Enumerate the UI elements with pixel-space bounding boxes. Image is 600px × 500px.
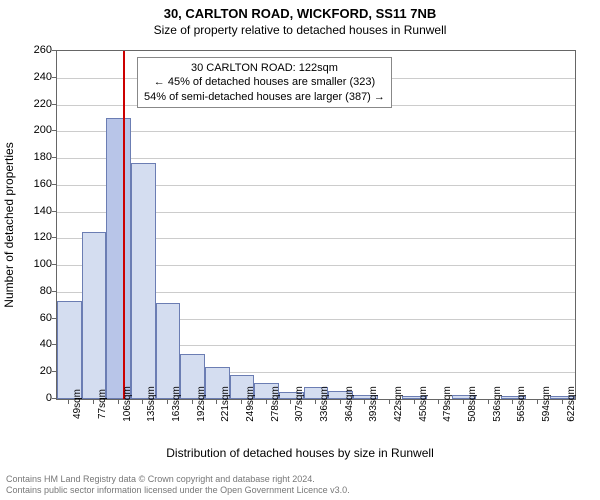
x-tick [340,400,341,404]
y-tick-label: 180 [22,151,52,163]
y-tick [52,50,56,51]
histogram-bar [57,301,82,399]
x-tick-label: 221sqm [220,386,231,422]
x-tick-label: 49sqm [72,389,83,419]
y-tick [52,157,56,158]
y-tick [52,398,56,399]
grid-line [57,131,575,132]
chart-container: 30, CARLTON ROAD, WICKFORD, SS11 7NB Siz… [0,0,600,500]
footer-line2: Contains public sector information licen… [6,485,350,496]
footer-line1: Contains HM Land Registry data © Crown c… [6,474,350,485]
x-tick [68,400,69,404]
y-tick-label: 160 [22,178,52,190]
histogram-bar [131,163,156,399]
y-tick-label: 120 [22,231,52,243]
x-tick-label: 278sqm [270,386,281,422]
grid-line [57,158,575,159]
x-tick-label: 249sqm [245,386,256,422]
chart-title: 30, CARLTON ROAD, WICKFORD, SS11 7NB [0,0,600,21]
x-tick [241,400,242,404]
y-tick [52,291,56,292]
property-marker-line [123,51,125,399]
x-tick [266,400,267,404]
x-tick-label: 135sqm [146,386,157,422]
x-tick [118,400,119,404]
y-tick-label: 0 [22,392,52,404]
histogram-bar [156,303,181,399]
x-tick [562,400,563,404]
x-tick [192,400,193,404]
chart-subtitle: Size of property relative to detached ho… [0,21,600,37]
y-tick [52,237,56,238]
x-tick-label: 77sqm [97,389,108,419]
x-tick [167,400,168,404]
y-tick-label: 20 [22,365,52,377]
x-tick-label: 508sqm [467,386,478,422]
annotation-box: 30 CARLTON ROAD: 122sqm ← 45% of detache… [137,57,392,108]
x-tick-label: 364sqm [344,386,355,422]
y-tick-label: 220 [22,98,52,110]
x-axis-label: Distribution of detached houses by size … [0,446,600,460]
y-tick [52,77,56,78]
x-tick-label: 622sqm [566,386,577,422]
y-tick [52,104,56,105]
y-tick [52,344,56,345]
y-axis-label: Number of detached properties [2,142,16,307]
annotation-line3: 54% of semi-detached houses are larger (… [144,90,385,104]
x-tick [512,400,513,404]
x-tick-label: 565sqm [516,386,527,422]
y-tick-label: 60 [22,312,52,324]
x-tick-label: 192sqm [196,386,207,422]
x-tick-label: 594sqm [541,386,552,422]
y-tick-label: 140 [22,205,52,217]
x-tick-label: 307sqm [294,386,305,422]
y-tick-label: 200 [22,124,52,136]
y-tick [52,211,56,212]
x-tick-label: 163sqm [171,386,182,422]
x-tick [93,400,94,404]
x-tick [414,400,415,404]
y-tick-label: 100 [22,258,52,270]
x-tick [389,400,390,404]
y-tick-label: 240 [22,71,52,83]
y-tick-label: 40 [22,338,52,350]
y-tick [52,371,56,372]
y-tick-label: 260 [22,44,52,56]
x-tick-label: 393sqm [368,386,379,422]
x-tick [216,400,217,404]
annotation-line2: ← 45% of detached houses are smaller (32… [144,75,385,89]
x-tick-label: 106sqm [122,386,133,422]
histogram-bar [82,232,107,399]
y-tick [52,184,56,185]
chart-plot-area: 30 CARLTON ROAD: 122sqm ← 45% of detache… [56,50,576,400]
y-tick [52,130,56,131]
x-tick [315,400,316,404]
x-tick-label: 479sqm [442,386,453,422]
x-tick [463,400,464,404]
footer-attribution: Contains HM Land Registry data © Crown c… [6,474,350,497]
x-tick [364,400,365,404]
x-tick-label: 336sqm [319,386,330,422]
x-tick [537,400,538,404]
x-tick [290,400,291,404]
annotation-line1: 30 CARLTON ROAD: 122sqm [144,61,385,75]
y-tick [52,318,56,319]
x-tick-label: 450sqm [418,386,429,422]
y-tick [52,264,56,265]
histogram-bar [106,118,131,399]
x-tick [438,400,439,404]
x-tick [488,400,489,404]
x-tick-label: 422sqm [393,386,404,422]
x-tick [142,400,143,404]
y-tick-label: 80 [22,285,52,297]
x-tick-label: 536sqm [492,386,503,422]
